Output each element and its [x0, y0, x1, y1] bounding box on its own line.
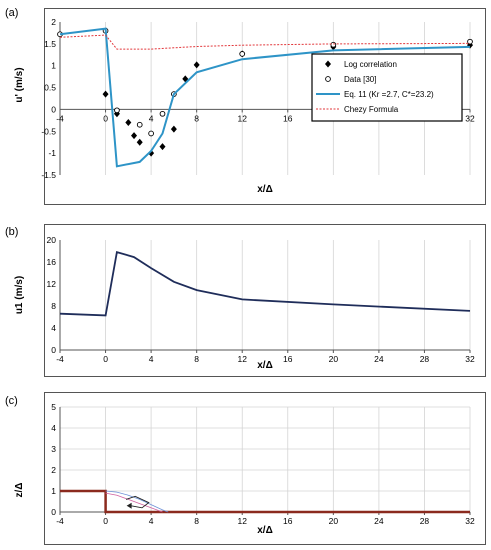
x-tick-label: 12 — [237, 354, 247, 364]
panel-a-label: (a) — [5, 7, 19, 19]
y-tick-label: 2 — [51, 465, 56, 475]
x-tick-label: -4 — [56, 516, 64, 526]
x-tick-label: 8 — [194, 113, 199, 123]
x-axis-title: x/Δ — [257, 184, 273, 195]
x-tick-label: 32 — [465, 113, 475, 123]
x-tick-label: 4 — [149, 113, 154, 123]
y-tick-label: 0.5 — [44, 83, 56, 93]
x-axis-title: x/Δ — [257, 360, 273, 371]
x-tick-label: -4 — [56, 354, 64, 364]
legend-entry-label: Data [30] — [344, 75, 376, 84]
data30-point — [467, 38, 473, 45]
y-tick-label: 12 — [47, 279, 57, 289]
log-correlation-point — [193, 61, 200, 69]
y-tick-label: 4 — [51, 323, 56, 333]
x-tick-label: 8 — [194, 354, 199, 364]
x-tick-label: 24 — [374, 354, 384, 364]
x-tick-label: 24 — [374, 516, 384, 526]
y-tick-label: 1 — [51, 61, 56, 71]
x-tick-label: 4 — [149, 516, 154, 526]
log-correlation-point — [159, 143, 166, 151]
y-tick-label: 0 — [51, 104, 56, 114]
data30-point — [239, 51, 246, 57]
x-tick-label: 32 — [465, 516, 475, 526]
legend-circle-marker — [325, 76, 331, 82]
x-axis-title: x/Δ — [257, 525, 273, 536]
data30-point — [114, 107, 120, 114]
legend-diamond-marker — [325, 60, 331, 68]
y-tick-label: 0 — [51, 345, 56, 355]
y-tick-label: 5 — [51, 402, 56, 412]
x-tick-label: 16 — [283, 113, 293, 123]
x-tick-label: 12 — [237, 113, 247, 123]
y-tick-label: 20 — [47, 235, 57, 245]
x-tick-label: -4 — [56, 113, 64, 123]
x-tick-label: 12 — [237, 516, 247, 526]
bed-profile-line — [60, 489, 470, 514]
panel-c-label: (c) — [5, 395, 18, 407]
y-tick-label: -1.5 — [41, 170, 56, 180]
y-tick-label: 1.5 — [44, 39, 56, 49]
arrow-head — [126, 502, 132, 509]
legend: Log correlation Data [30] Eq. 11 (Kr =2.7,… — [311, 53, 463, 122]
chezy-line — [59, 34, 471, 50]
log-correlation-point — [102, 90, 109, 98]
series-line — [59, 250, 471, 317]
y-tick-label: -1 — [48, 148, 56, 158]
eq11-line — [59, 27, 471, 168]
panel-b-label: (b) — [5, 226, 19, 238]
legend-box — [311, 53, 463, 122]
x-tick-label: 32 — [465, 354, 475, 364]
y-axis-title: z/Δ — [14, 483, 25, 498]
data30-point — [136, 121, 143, 128]
streamline — [105, 490, 169, 513]
x-tick-label: 28 — [420, 516, 430, 526]
x-tick-label: 0 — [103, 113, 108, 123]
y-tick-label: 8 — [51, 301, 56, 311]
data30-point — [330, 41, 337, 48]
log-correlation-point — [136, 138, 143, 146]
y-tick-label: 1 — [51, 486, 56, 496]
x-tick-label: 0 — [103, 516, 108, 526]
log-correlation-point — [125, 119, 132, 127]
log-correlation-point — [170, 125, 177, 133]
x-tick-label: 20 — [329, 516, 339, 526]
legend-entry-label: Eq. 11 (Kr =2.7, C*=23.2) — [344, 90, 434, 99]
x-tick-label: 16 — [283, 516, 293, 526]
y-tick-label: -0.5 — [41, 126, 56, 136]
streamline — [105, 492, 163, 513]
x-tick-label: 20 — [329, 354, 339, 364]
y-tick-label: 4 — [51, 423, 56, 433]
y-tick-label: 0 — [51, 507, 56, 517]
x-tick-label: 28 — [420, 354, 430, 364]
data30-point — [148, 130, 154, 137]
x-tick-label: 8 — [194, 516, 199, 526]
panel-c-frame — [44, 392, 486, 545]
y-tick-label: 2 — [51, 17, 56, 27]
chart-0: -4048121620242832-1.5-1-0.500.511.52x/Δu… — [14, 17, 475, 195]
x-tick-label: 0 — [103, 354, 108, 364]
y-tick-label: 16 — [47, 257, 57, 267]
recirculation-arrow — [125, 495, 150, 509]
x-tick-label: 4 — [149, 354, 154, 364]
y-axis-title: u1 (m/s) — [14, 276, 25, 314]
legend-entry-label: Log correlation — [344, 60, 397, 69]
log-correlation-point — [131, 132, 138, 140]
x-tick-label: 16 — [283, 354, 293, 364]
legend-entry-label: Chezy Formula — [344, 105, 399, 114]
data30-point — [159, 110, 166, 117]
y-axis-title: u' (m/s) — [14, 67, 25, 102]
y-tick-label: 3 — [51, 444, 56, 454]
